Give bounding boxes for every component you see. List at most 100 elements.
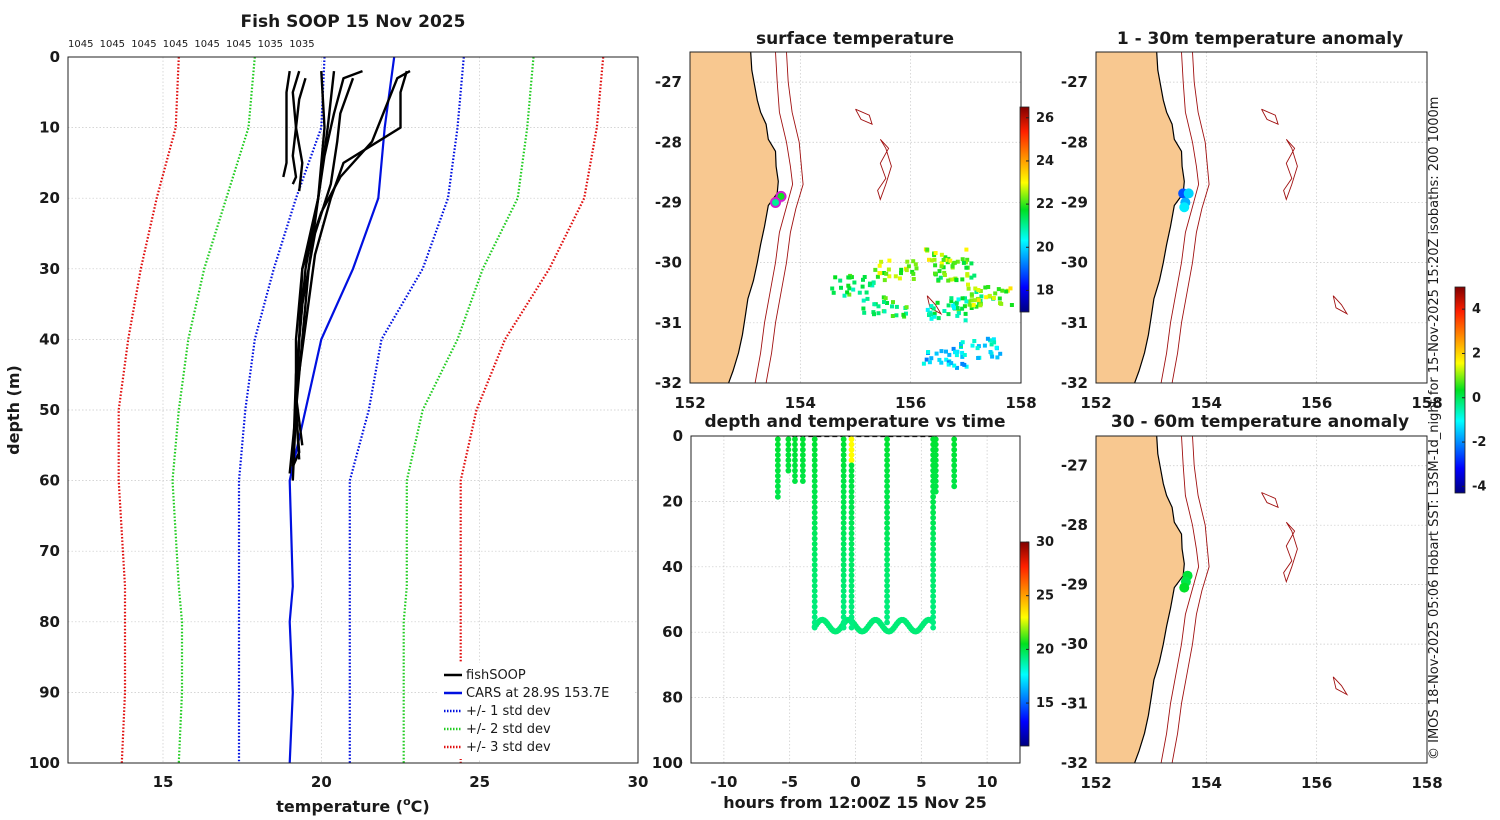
map-ytick-label: -29 <box>655 193 682 211</box>
xtick-label: 20 <box>311 773 332 791</box>
sst-pixel <box>870 283 875 288</box>
map-xtick-label: 152 <box>674 394 705 412</box>
cast-sample <box>811 457 818 464</box>
sst-pixel <box>991 337 996 342</box>
cast-sample <box>799 452 806 458</box>
cast-sample <box>774 457 781 464</box>
cast-pressure-label: 1045 <box>68 39 93 50</box>
cast-sample <box>932 472 939 479</box>
cast-sample <box>884 593 890 600</box>
sst-pixel <box>997 296 1002 301</box>
sst-pixel <box>998 351 1003 356</box>
sst-pixel <box>955 313 960 318</box>
cast-sample <box>792 436 798 443</box>
sst-pixel <box>972 298 977 303</box>
cast-sample <box>840 478 847 485</box>
cast-sample <box>792 452 798 458</box>
cast-sample <box>840 472 847 479</box>
seamount-isobath <box>1261 108 1279 126</box>
sst-pixel <box>899 267 904 272</box>
cast-sample <box>848 624 855 631</box>
sst-pixel <box>862 310 867 315</box>
map-ytick-label: -28 <box>1061 516 1088 534</box>
sst-pixel <box>894 304 899 309</box>
cast-sample <box>884 504 890 511</box>
sst-pixel <box>830 286 835 291</box>
sst-pixel <box>962 353 967 357</box>
sst-pixel <box>952 305 956 310</box>
profile-title: Fish SOOP 15 Nov 2025 <box>241 12 466 32</box>
cast-sample <box>811 514 818 521</box>
cast-sample <box>884 619 890 626</box>
cast-sample <box>840 603 847 610</box>
cast-sample <box>848 572 855 579</box>
sst-pixel <box>885 301 889 305</box>
cast-pressure-label: 1045 <box>100 39 125 50</box>
cast-sample <box>848 577 855 584</box>
sst-pixel <box>852 280 857 285</box>
sst-pixel <box>992 340 997 345</box>
cast-sample <box>932 452 939 458</box>
isobath-200m <box>1160 52 1200 383</box>
map-content <box>690 52 1021 383</box>
cast-sample <box>951 452 958 458</box>
ytick-label: 90 <box>39 683 60 701</box>
sst-pixel <box>978 303 983 308</box>
sst-pixel <box>948 277 953 282</box>
dt-xtick-label: 0 <box>850 773 860 791</box>
cast-sample <box>840 551 847 558</box>
map-ytick-label: -31 <box>1061 314 1088 332</box>
cast-sample <box>792 467 798 474</box>
cast-sample <box>930 582 937 589</box>
anomaly-30-60m-title: 30 - 60m temperature anomaly <box>1111 412 1409 432</box>
sst-pixel <box>935 300 940 305</box>
sst-pixel <box>984 295 989 300</box>
cast-sample <box>811 452 818 458</box>
cast-sample <box>848 541 855 547</box>
cast-sample <box>930 520 937 526</box>
cast-sample <box>811 504 818 511</box>
profile-series <box>117 57 605 763</box>
sst-pixel <box>960 277 965 282</box>
cast-sample <box>932 436 939 443</box>
cast-sample <box>884 457 890 464</box>
anomaly-30-60m-map: 30 - 60m temperature anomaly 152 154 156 15… <box>1061 412 1443 792</box>
sst-pixel <box>964 299 969 304</box>
cast-sample <box>811 462 818 469</box>
cast-sample <box>884 603 890 610</box>
sst-pixel <box>969 261 974 266</box>
colorbar-tick-label: 20 <box>1036 240 1054 255</box>
cast-sample <box>785 457 792 464</box>
sst-pixel <box>1008 286 1013 291</box>
sst-pixel <box>944 357 949 362</box>
sst-pixel <box>954 277 959 282</box>
sst-pixel <box>845 290 850 295</box>
colorbar-tick-label: 20 <box>1036 642 1054 657</box>
cast-sample <box>811 603 818 610</box>
cast-sample <box>884 483 890 490</box>
cast-sample <box>840 436 847 443</box>
sst-pixel <box>976 288 981 292</box>
cast-sample <box>884 577 890 584</box>
sst-pixel <box>995 355 1000 360</box>
sst-pixel <box>1000 288 1005 293</box>
colorbar-tick-label: -2 <box>1472 435 1486 450</box>
cast-sample <box>932 467 939 474</box>
seamount-isobath <box>1332 676 1349 696</box>
sst-pixel <box>882 300 886 304</box>
ytick-label: 30 <box>39 260 60 278</box>
cast-sample <box>951 478 958 485</box>
sst-pixel <box>956 297 961 302</box>
cast-sample <box>811 525 818 532</box>
sst-pixel <box>906 264 911 269</box>
sst-pixel <box>939 261 944 266</box>
sst-pixel <box>899 271 903 276</box>
cast-sample <box>848 472 855 479</box>
cast-pressure-label: 1045 <box>226 39 251 50</box>
cast-sample <box>884 478 890 485</box>
cast-sample <box>811 624 818 631</box>
isobath-1000m <box>765 52 804 383</box>
sst-pixel <box>944 349 948 354</box>
sst-pixel <box>879 259 884 264</box>
